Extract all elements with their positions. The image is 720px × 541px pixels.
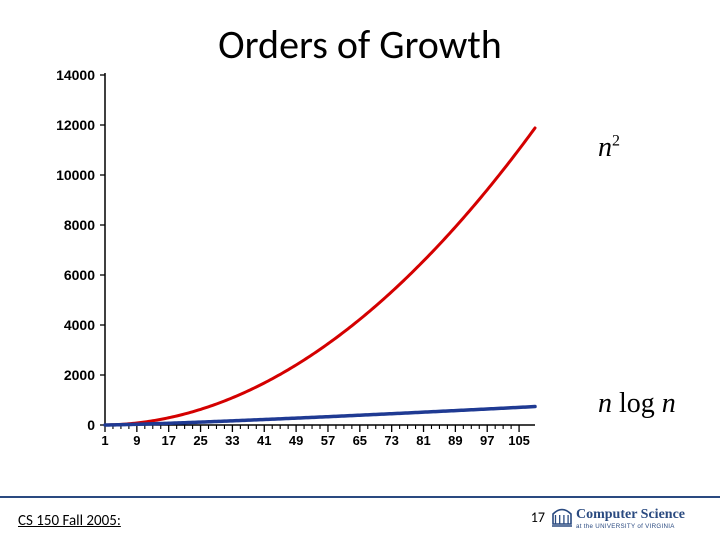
svg-text:97: 97 <box>480 433 494 448</box>
svg-text:4000: 4000 <box>64 317 95 333</box>
svg-text:1: 1 <box>101 433 108 448</box>
svg-text:89: 89 <box>448 433 462 448</box>
svg-text:2000: 2000 <box>64 367 95 383</box>
svg-text:0: 0 <box>87 417 95 433</box>
svg-text:57: 57 <box>321 433 335 448</box>
page-title: Orders of Growth <box>0 20 720 69</box>
chart-svg: 0 2000 4000 6000 8000 10000 12000 14000 1 9 17 25 33… <box>35 70 595 470</box>
svg-text:10000: 10000 <box>56 167 95 183</box>
dept-logo: Computer Scienceat the UNIVERSITY of VIR… <box>550 502 710 536</box>
series-label-n-squared: n2 <box>598 132 620 164</box>
series-label-n-log-n: n log n <box>598 388 676 420</box>
svg-text:49: 49 <box>289 433 303 448</box>
svg-text:81: 81 <box>416 433 430 448</box>
svg-text:6000: 6000 <box>64 267 95 283</box>
svg-text:9: 9 <box>133 433 140 448</box>
page-number: 17 <box>531 509 545 526</box>
svg-text:17: 17 <box>161 433 175 448</box>
svg-text:33: 33 <box>225 433 239 448</box>
svg-text:41: 41 <box>257 433 271 448</box>
footer-course: CS 150 Fall 2005: <box>18 512 121 530</box>
svg-text:12000: 12000 <box>56 117 95 133</box>
svg-text:Computer Science: Computer Science <box>576 507 685 522</box>
svg-text:105: 105 <box>508 433 530 448</box>
footer: CS 150 Fall 2005: 17 Computer Scienceat … <box>0 496 720 540</box>
svg-text:14000: 14000 <box>56 70 95 83</box>
growth-chart: 0 2000 4000 6000 8000 10000 12000 14000 1 9 17 25 33… <box>35 70 595 470</box>
svg-text:25: 25 <box>193 433 207 448</box>
svg-text:at the UNIVERSITY of VIRGINIA: at the UNIVERSITY of VIRGINIA <box>576 523 675 530</box>
svg-text:73: 73 <box>384 433 398 448</box>
svg-text:8000: 8000 <box>64 217 95 233</box>
svg-text:65: 65 <box>353 433 367 448</box>
